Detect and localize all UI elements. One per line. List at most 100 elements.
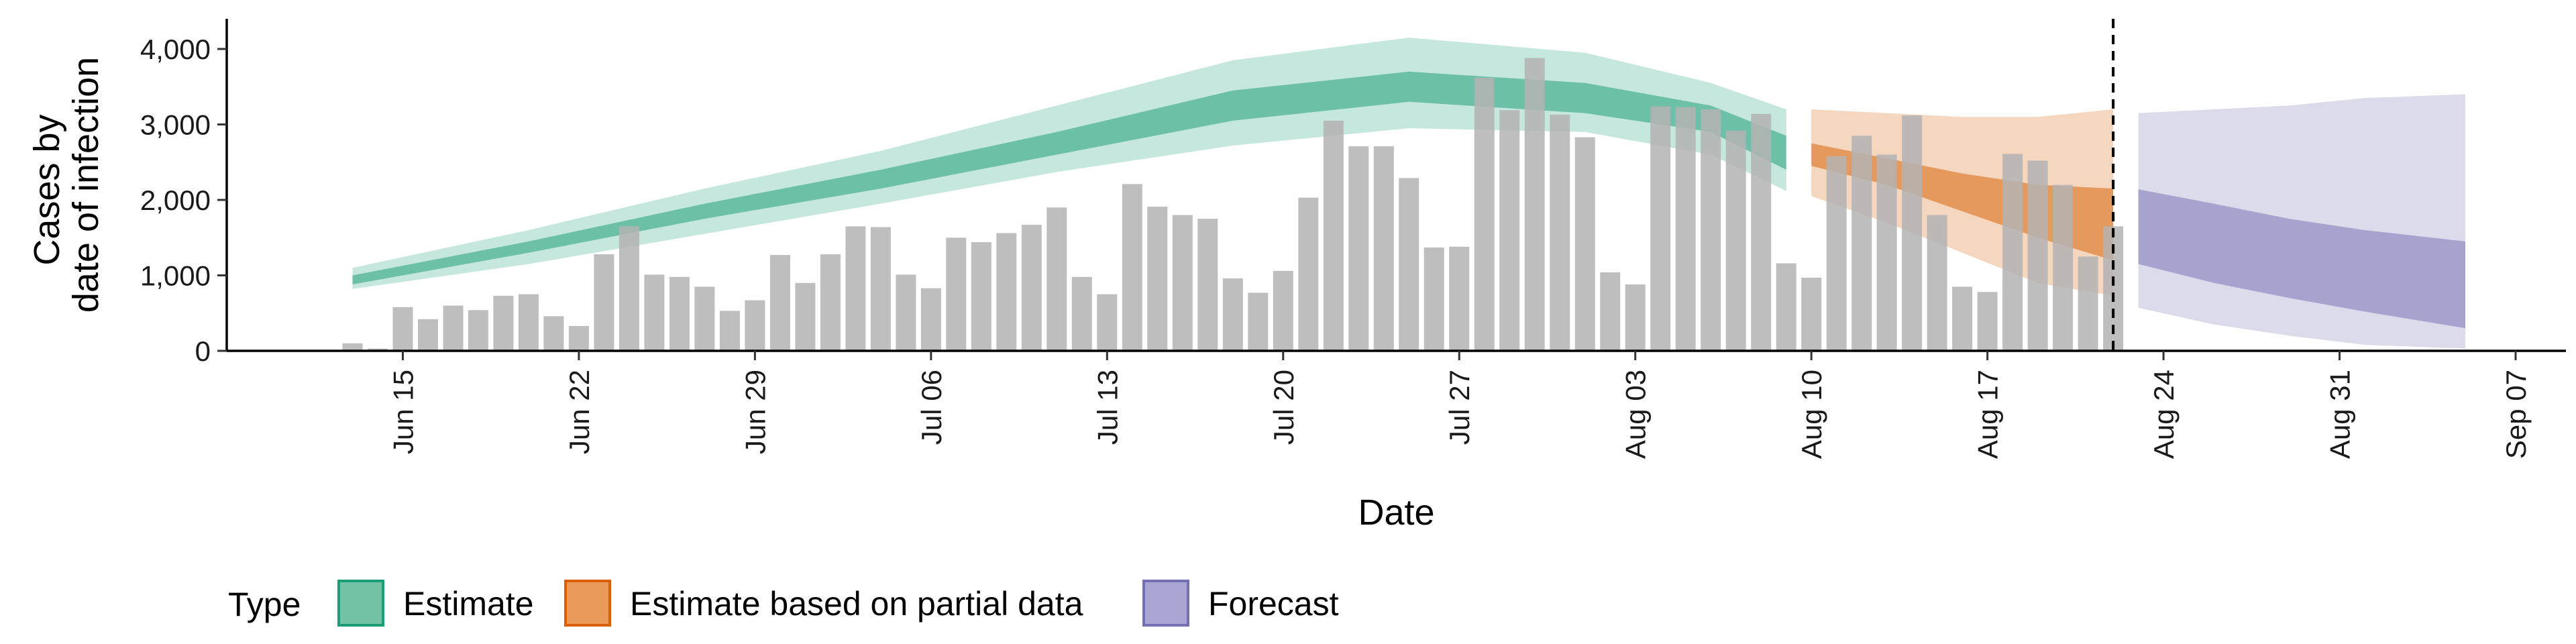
reported-cases-bar [1172, 215, 1193, 351]
reported-cases-bar [1399, 178, 1419, 351]
reported-cases-bar [493, 295, 514, 351]
legend-label: Forecast [1208, 585, 1339, 623]
y-tick-label: 3,000 [140, 109, 211, 141]
reported-cases-bar [920, 288, 941, 351]
reported-cases-bar [694, 286, 715, 351]
reported-cases-bar [568, 325, 589, 351]
x-tick-label: Jun 15 [387, 370, 419, 454]
x-tick-label: Sep 07 [2500, 370, 2532, 459]
legend-swatch [1142, 580, 1189, 627]
y-tick-label: 1,000 [140, 260, 211, 292]
reported-cases-bar [2053, 184, 2074, 351]
reported-cases-bar [468, 310, 488, 352]
forecast-bands [2138, 94, 2465, 349]
reported-cases-bar [392, 307, 413, 352]
legend: Type Estimate Estimate based on partial d… [228, 580, 1339, 627]
legend-label: Estimate based on partial data [630, 585, 1083, 623]
reported-cases-bar [1600, 272, 1621, 351]
reported-cases-bar [443, 305, 464, 351]
reported-cases-bar [518, 294, 539, 351]
reported-cases-bar [1071, 276, 1092, 352]
reported-cases-bar [745, 300, 765, 351]
legend-title: Type [228, 586, 301, 623]
reported-cases-bar [971, 242, 991, 351]
reported-cases-bar [1751, 113, 1772, 352]
reported-cases-bar [1222, 278, 1243, 351]
reported-cases-bar [795, 282, 816, 352]
x-tick-label: Aug 31 [2324, 370, 2356, 459]
reported-cases-bar [1273, 270, 1293, 352]
reported-cases-bar [1826, 156, 1847, 352]
reported-cases-bar [1851, 136, 1872, 351]
reported-cases-bar [996, 233, 1017, 351]
reported-cases-bar [1952, 286, 1973, 351]
reported-cases-bar [820, 254, 841, 351]
y-axis-ticks: 0 1,000 2,000 3,000 4,000 [140, 34, 227, 367]
legend-label: Estimate [403, 585, 534, 623]
reported-cases-bar [594, 254, 614, 351]
reported-cases-bar [418, 319, 438, 352]
estimate-band-90 [352, 38, 1786, 289]
legend-items: Estimate Estimate based on partial data Fo… [337, 580, 1339, 627]
reported-cases-bar [1725, 130, 1746, 351]
reported-cases-bar [1902, 115, 1923, 351]
reported-cases-bar [2027, 160, 2048, 351]
y-tick-label: 2,000 [140, 184, 211, 216]
x-tick-label: Jul 27 [1444, 370, 1475, 445]
reported-cases-bar [1524, 58, 1545, 351]
reported-cases-bar [2002, 154, 2023, 351]
reported-cases-bar [896, 274, 916, 351]
reported-cases-bar [1046, 207, 1067, 352]
y-tick-label: 4,000 [140, 34, 211, 65]
reported-cases-bar [1348, 146, 1369, 351]
reported-cases-bar [619, 226, 639, 351]
x-tick-label: Aug 24 [2148, 370, 2180, 459]
reported-cases-bar [1122, 184, 1142, 351]
reported-cases-bars [342, 58, 2124, 352]
reported-cases-bar [719, 311, 740, 351]
reported-cases-bar [1550, 114, 1570, 351]
x-axis-ticks: Jun 15 Jun 22 Jun 29 Jul 06 Jul 13 Jul 20 Jul … [387, 351, 2532, 459]
reported-cases-bar [1424, 247, 1444, 351]
reported-cases-bar [1373, 146, 1394, 351]
estimate-bands [352, 38, 1786, 289]
reported-cases-bar [1701, 109, 1721, 351]
reported-cases-bar [1927, 215, 1947, 351]
reported-cases-bar [769, 255, 790, 351]
y-axis-title-line-1: Cases by [27, 114, 67, 265]
reported-cases-bar [1650, 106, 1671, 351]
reported-cases-bar [1298, 197, 1319, 351]
x-tick-label: Jul 06 [916, 370, 947, 445]
reported-cases-bar [1675, 107, 1696, 351]
reported-cases-bar [1499, 110, 1520, 351]
reported-cases-bar [1097, 294, 1118, 351]
reported-cases-bar [845, 226, 866, 351]
reported-cases-bar [946, 237, 967, 352]
y-axis-title-line-2: date of infection [66, 57, 106, 313]
y-axis-title: Cases by date of infection [27, 57, 106, 313]
x-tick-label: Jul 13 [1091, 370, 1123, 445]
legend-swatch [337, 580, 384, 627]
forecast-band-50 [2138, 189, 2465, 329]
x-tick-label: Jun 29 [739, 370, 771, 454]
x-tick-label: Jul 20 [1268, 370, 1299, 445]
reported-cases-bar [1474, 77, 1495, 352]
y-tick-label: 0 [195, 335, 211, 367]
x-tick-label: Aug 03 [1620, 370, 1652, 459]
reported-cases-bar [1248, 292, 1269, 351]
reported-cases-bar [2078, 256, 2098, 351]
x-tick-label: Aug 17 [1972, 370, 2004, 459]
reported-cases-bar [1977, 292, 1998, 352]
x-tick-label: Jun 22 [564, 370, 595, 454]
reported-cases-bar [342, 343, 363, 352]
reported-cases-bar [1323, 120, 1344, 351]
reported-cases-bar [669, 276, 690, 352]
reported-cases-bar [1801, 277, 1822, 351]
reported-cases-bar [1574, 137, 1595, 351]
reported-cases-bar [1449, 246, 1470, 352]
legend-swatch [564, 580, 611, 627]
reported-cases-bar [1876, 154, 1897, 351]
reported-cases-bar [1197, 219, 1218, 351]
reported-cases-bar [870, 227, 891, 351]
